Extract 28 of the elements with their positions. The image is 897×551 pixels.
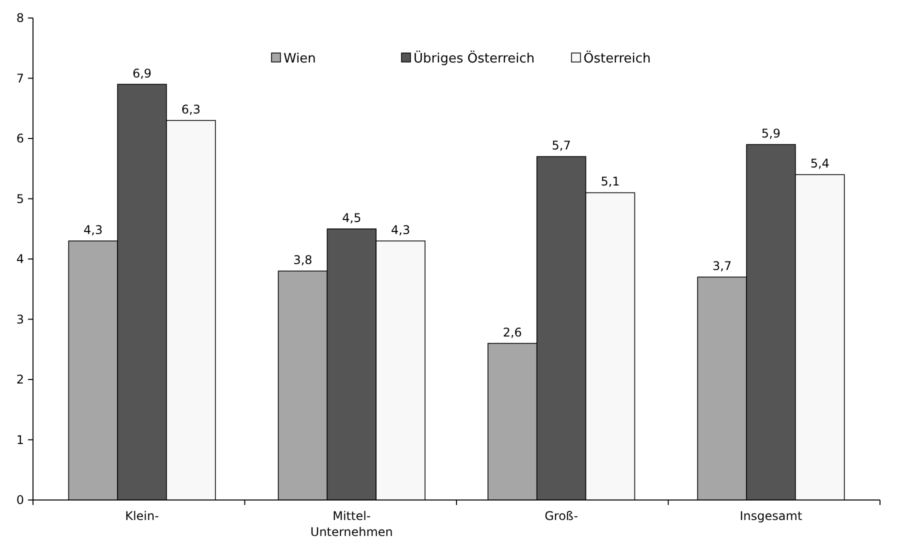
y-tick-label: 6 — [16, 132, 24, 146]
data-label: 6,3 — [181, 102, 200, 116]
y-tick-label: 4 — [16, 252, 24, 266]
data-label: 4,3 — [84, 222, 103, 237]
x-tick-label: Groß- — [544, 509, 578, 523]
data-label: 4,5 — [342, 210, 362, 225]
y-tick-label: 7 — [16, 71, 24, 86]
data-label: 5,7 — [552, 138, 571, 153]
data-label: 2,6 — [502, 325, 522, 340]
legend-label: Wien — [284, 52, 316, 67]
y-tick-label: 3 — [16, 312, 24, 326]
y-tick-label: 8 — [16, 11, 24, 26]
y-tick-label: 5 — [16, 192, 24, 206]
data-label: 6,9 — [132, 66, 152, 80]
data-label: 5,4 — [810, 156, 830, 171]
data-label: 4,3 — [391, 222, 410, 237]
y-tick-label: 2 — [16, 372, 24, 387]
data-label: 3,8 — [293, 253, 312, 268]
legend-label: Übriges Österreich — [414, 50, 535, 67]
x-tick-label: Klein- — [125, 509, 159, 523]
data-label: 5,1 — [600, 174, 620, 189]
data-label: 5,9 — [761, 126, 781, 141]
legend-label: Österreich — [584, 50, 651, 67]
x-tick-label: Mittel- Unternehmen — [310, 509, 393, 539]
y-tick-label: 1 — [16, 432, 24, 447]
y-tick-label: 0 — [16, 493, 24, 508]
x-tick-label: Insgesamt — [740, 509, 802, 523]
data-label: 3,7 — [712, 259, 732, 274]
